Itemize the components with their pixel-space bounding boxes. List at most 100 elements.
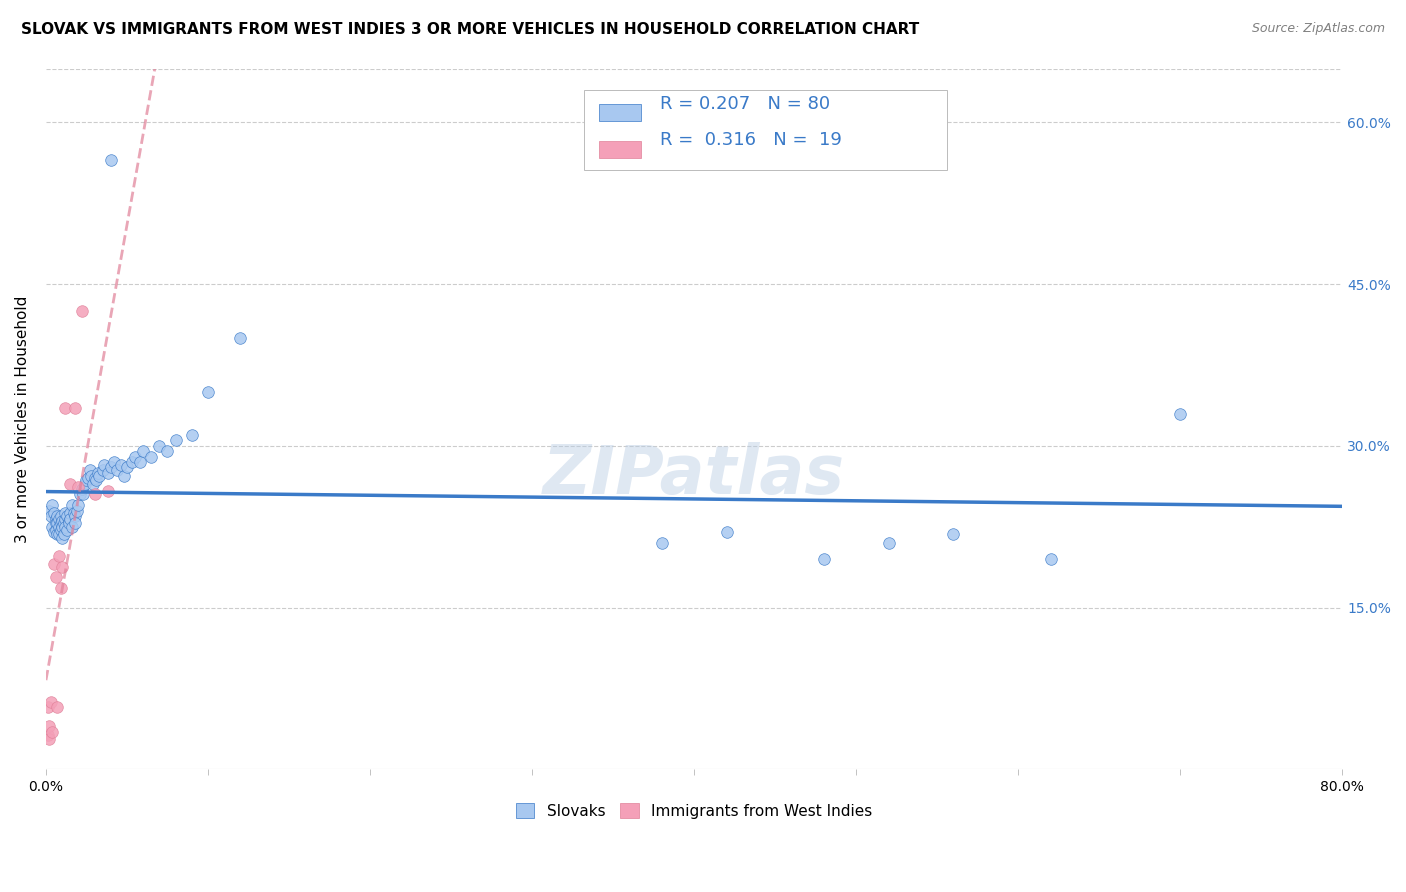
Point bbox=[103, 455, 125, 469]
Point bbox=[60, 498, 83, 512]
Point bbox=[38, 732, 60, 747]
Point bbox=[76, 474, 98, 488]
Point bbox=[132, 444, 155, 458]
Point bbox=[115, 460, 138, 475]
Point bbox=[93, 458, 115, 473]
Legend: Slovaks, Immigrants from West Indies: Slovaks, Immigrants from West Indies bbox=[510, 797, 879, 825]
Point bbox=[42, 506, 65, 520]
Point bbox=[73, 476, 96, 491]
Point bbox=[52, 516, 75, 531]
Point bbox=[46, 527, 69, 541]
Point bbox=[59, 506, 82, 520]
Point bbox=[148, 439, 170, 453]
Point bbox=[67, 498, 90, 512]
Point bbox=[124, 450, 146, 464]
Point bbox=[79, 462, 101, 476]
Point bbox=[41, 498, 63, 512]
Point bbox=[70, 304, 93, 318]
Point bbox=[62, 506, 84, 520]
Point bbox=[66, 503, 89, 517]
FancyBboxPatch shape bbox=[599, 104, 641, 121]
Point bbox=[197, 384, 219, 399]
Point bbox=[51, 519, 73, 533]
Point bbox=[49, 516, 72, 531]
Point bbox=[83, 471, 105, 485]
Point bbox=[59, 476, 82, 491]
Point bbox=[51, 559, 73, 574]
Point bbox=[942, 527, 965, 541]
Point bbox=[52, 527, 75, 541]
Point bbox=[49, 508, 72, 523]
Point bbox=[46, 516, 69, 531]
Text: SLOVAK VS IMMIGRANTS FROM WEST INDIES 3 OR MORE VEHICLES IN HOUSEHOLD CORRELATIO: SLOVAK VS IMMIGRANTS FROM WEST INDIES 3 … bbox=[21, 22, 920, 37]
Point bbox=[165, 434, 187, 448]
Point bbox=[96, 484, 118, 499]
Point bbox=[1168, 407, 1191, 421]
Text: R =  0.316   N =  19: R = 0.316 N = 19 bbox=[661, 131, 842, 149]
Point bbox=[77, 471, 100, 485]
Point bbox=[41, 724, 63, 739]
Point bbox=[1039, 552, 1062, 566]
Text: Source: ZipAtlas.com: Source: ZipAtlas.com bbox=[1251, 22, 1385, 36]
Point bbox=[38, 719, 60, 733]
Y-axis label: 3 or more Vehicles in Household: 3 or more Vehicles in Household bbox=[15, 295, 30, 542]
Point bbox=[45, 570, 67, 584]
Point bbox=[84, 474, 107, 488]
Point bbox=[51, 531, 73, 545]
Point bbox=[91, 462, 114, 476]
Point bbox=[56, 523, 79, 537]
Point bbox=[48, 549, 70, 563]
Point bbox=[87, 466, 110, 480]
Point bbox=[100, 460, 122, 475]
Point bbox=[46, 508, 69, 523]
FancyBboxPatch shape bbox=[583, 89, 946, 170]
Point bbox=[112, 469, 135, 483]
Point bbox=[49, 581, 72, 595]
Point bbox=[45, 516, 67, 531]
Point bbox=[49, 523, 72, 537]
Point bbox=[39, 508, 62, 523]
Text: ZIPatlas: ZIPatlas bbox=[543, 442, 845, 508]
Point bbox=[82, 476, 104, 491]
Point bbox=[45, 523, 67, 537]
Point bbox=[110, 458, 132, 473]
Point bbox=[63, 508, 86, 523]
Point bbox=[83, 487, 105, 501]
Point bbox=[39, 696, 62, 710]
Point bbox=[80, 469, 103, 483]
Point bbox=[48, 519, 70, 533]
Point bbox=[42, 525, 65, 540]
Point bbox=[45, 512, 67, 526]
Point bbox=[813, 552, 835, 566]
Point bbox=[37, 728, 59, 742]
Point bbox=[100, 153, 122, 168]
Point bbox=[58, 514, 80, 528]
Point bbox=[55, 519, 77, 533]
Point bbox=[156, 444, 179, 458]
Point bbox=[69, 487, 91, 501]
Point bbox=[46, 699, 69, 714]
Point bbox=[105, 462, 128, 476]
Point bbox=[42, 558, 65, 572]
Point bbox=[67, 480, 90, 494]
Point bbox=[60, 519, 83, 533]
Point bbox=[180, 428, 202, 442]
Point bbox=[229, 331, 252, 345]
Point bbox=[41, 519, 63, 533]
Point bbox=[56, 508, 79, 523]
Point bbox=[651, 536, 673, 550]
Point bbox=[89, 469, 111, 483]
Text: R = 0.207   N = 80: R = 0.207 N = 80 bbox=[661, 95, 831, 112]
Point bbox=[72, 487, 94, 501]
Point bbox=[55, 512, 77, 526]
Point bbox=[63, 401, 86, 416]
Point bbox=[58, 516, 80, 531]
FancyBboxPatch shape bbox=[599, 141, 641, 158]
Point bbox=[48, 527, 70, 541]
Point bbox=[55, 401, 77, 416]
Point bbox=[55, 506, 77, 520]
Point bbox=[48, 512, 70, 526]
Point bbox=[38, 503, 60, 517]
Point bbox=[121, 455, 143, 469]
Point bbox=[141, 450, 163, 464]
